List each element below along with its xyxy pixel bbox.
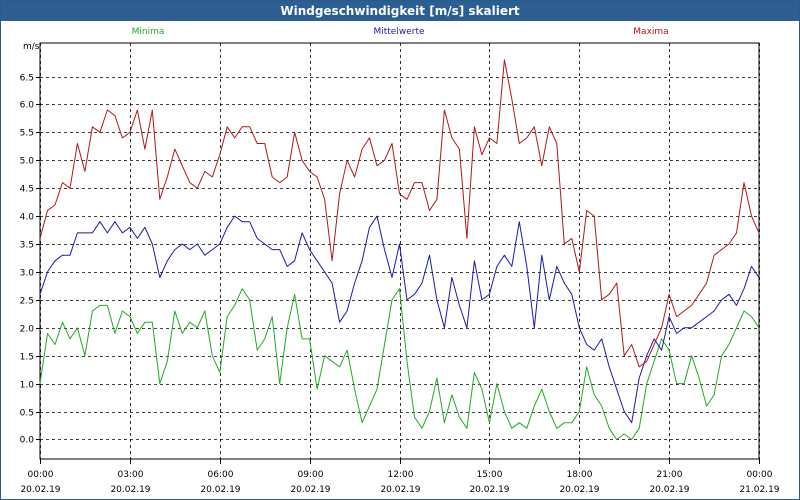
x-tick-time: 00:00 [28,470,54,480]
x-tick-time: 06:00 [208,470,234,480]
x-tick-time: 21:00 [657,470,683,480]
x-tick-time: 18:00 [567,470,593,480]
x-tick-date: 20.02.19 [559,485,599,495]
x-tick-time: 09:00 [298,470,324,480]
y-tick-label: 3.0 [20,269,35,279]
y-tick-label: 6.5 [20,74,34,84]
series-line-mittelwerte [39,215,760,424]
y-tick-label: 1.5 [20,353,34,363]
y-tick-label: 3.5 [20,241,34,251]
window-title: Windgeschwindigkeit [m/s] skaliert [1,1,799,21]
y-tick-label: 4.0 [20,213,35,223]
x-tick-time: 12:00 [388,470,414,480]
x-tick-time: 03:00 [118,470,144,480]
y-tick-label: 1.0 [20,381,35,391]
series-line-maxima [39,59,760,368]
legend-entry-mittelwerte: Mittelwerte [373,27,424,37]
legend-entry-minima: Minima [132,27,165,37]
plot-frame [39,42,760,460]
x-tick-date: 21.02.19 [739,485,779,495]
legend: Minima Mittelwerte Maxima [132,27,669,37]
x-tick-date: 20.02.19 [649,485,689,495]
y-tick-label: 0.0 [20,436,35,446]
x-tick-date: 20.02.19 [290,485,330,495]
grid-layer [39,42,760,460]
y-axis-label: m/s [23,42,40,52]
x-tick-date: 20.02.19 [110,485,150,495]
y-tick-label: 5.0 [20,157,35,167]
axis-layer: 0.0 0.5 1.0 1.5 2.0 2.5 3.0 3.5 4.0 4.5 5.0 5.5 6.0 6… [20,74,780,496]
x-tick-date: 20.02.19 [20,485,60,495]
x-tick-date: 20.02.19 [380,485,420,495]
x-tick-time: 00:00 [747,470,773,480]
y-tick-label: 5.5 [20,129,34,139]
y-tick-label: 2.5 [20,297,34,307]
wind-speed-chart: 0.0 0.5 1.0 1.5 2.0 2.5 3.0 3.5 4.0 4.5 5.0 5.5 6.0 6… [20,27,780,496]
series-layer [39,59,760,440]
y-tick-label: 0.5 [20,409,34,419]
y-tick-label: 4.5 [20,185,34,195]
legend-entry-maxima: Maxima [633,27,668,37]
series-line-minima [39,288,760,440]
x-tick-date: 20.02.19 [200,485,240,495]
y-tick-label: 6.0 [20,101,35,111]
x-tick-time: 15:00 [477,470,503,480]
y-tick-label: 2.0 [20,325,35,335]
x-tick-date: 20.02.19 [469,485,509,495]
